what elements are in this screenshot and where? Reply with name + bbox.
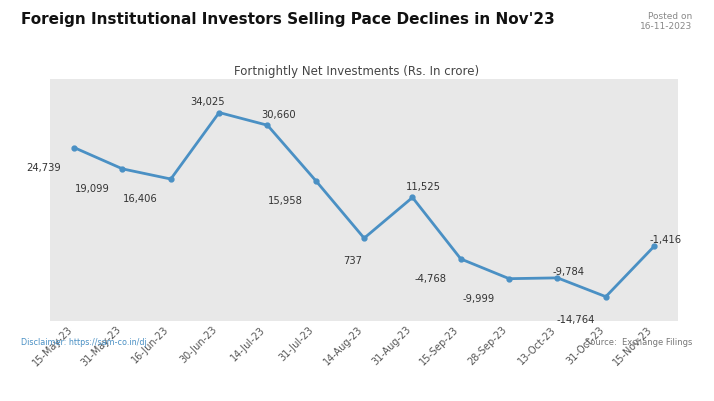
Text: 34,025: 34,025 [191,97,226,107]
Text: 30,660: 30,660 [261,110,296,120]
Text: -4,768: -4,768 [414,274,446,284]
Text: Foreign Institutional Investors Selling Pace Declines in Nov'23: Foreign Institutional Investors Selling … [21,12,555,27]
Text: -9,999: -9,999 [463,294,495,304]
Text: 15,958: 15,958 [268,196,303,206]
Text: Disclaimer: https://sam-co.in/dj: Disclaimer: https://sam-co.in/dj [21,337,147,346]
Text: #SAMSHOTS: #SAMSHOTS [11,373,116,388]
Text: 11,525: 11,525 [406,182,441,192]
Text: 24,739: 24,739 [26,163,61,172]
Text: 19,099: 19,099 [74,184,109,194]
Text: Posted on
16-11-2023: Posted on 16-11-2023 [640,12,693,31]
Text: -14,764: -14,764 [556,314,595,324]
Text: -1,416: -1,416 [649,235,681,245]
Text: «SAMCO: «SAMCO [634,373,703,388]
Text: 16,406: 16,406 [123,194,158,204]
Text: -9,784: -9,784 [553,266,585,276]
Text: Source:  Exchange Filings: Source: Exchange Filings [585,337,693,346]
Text: 737: 737 [343,256,363,266]
Text: Fortnightly Net Investments (Rs. In crore): Fortnightly Net Investments (Rs. In cror… [234,65,480,78]
